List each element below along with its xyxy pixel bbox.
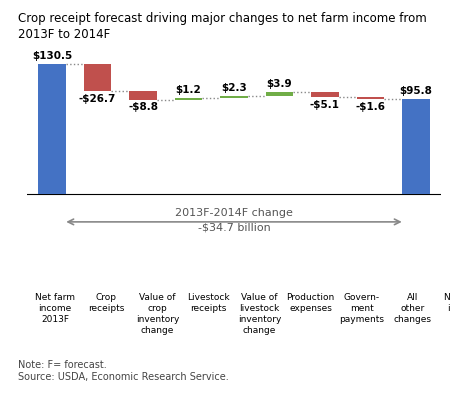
Bar <box>175 98 202 100</box>
Bar <box>357 97 384 99</box>
Text: $1.2: $1.2 <box>176 85 202 96</box>
Text: All
other
changes: All other changes <box>394 293 432 324</box>
Text: Note: F= forecast.
Source: USDA, Economic Research Service.: Note: F= forecast. Source: USDA, Economi… <box>18 361 229 382</box>
Text: -$5.1: -$5.1 <box>310 100 340 110</box>
Text: $2.3: $2.3 <box>221 83 247 93</box>
Text: Net farm
income
2014F: Net farm income 2014F <box>444 293 450 324</box>
Bar <box>220 96 248 98</box>
Bar <box>84 64 111 91</box>
Text: -$8.8: -$8.8 <box>128 103 158 113</box>
Text: Crop
receipts: Crop receipts <box>88 293 124 313</box>
Text: $130.5: $130.5 <box>32 51 72 61</box>
Text: 2013F-2014F change: 2013F-2014F change <box>175 208 293 218</box>
Bar <box>38 64 66 194</box>
Text: Govern-
ment
payments: Govern- ment payments <box>339 293 384 324</box>
Text: Crop receipt forecast driving major changes to net farm income from 2013F to 201: Crop receipt forecast driving major chan… <box>18 12 427 41</box>
Text: Value of
crop
inventory
change: Value of crop inventory change <box>135 293 179 335</box>
Bar <box>129 91 157 100</box>
Text: Livestock
receipts: Livestock receipts <box>187 293 230 313</box>
Text: -$1.6: -$1.6 <box>356 102 386 112</box>
Text: -$26.7: -$26.7 <box>79 94 116 104</box>
Text: $3.9: $3.9 <box>267 79 292 89</box>
Bar <box>266 92 293 96</box>
Bar <box>402 99 430 194</box>
Bar <box>311 92 339 97</box>
Text: -$34.7 billion: -$34.7 billion <box>198 223 270 233</box>
Text: Value of
livestock
inventory
change: Value of livestock inventory change <box>238 293 281 335</box>
Text: $95.8: $95.8 <box>400 86 432 96</box>
Text: Production
expenses: Production expenses <box>287 293 335 313</box>
Text: Net farm
income
2013F: Net farm income 2013F <box>35 293 75 324</box>
